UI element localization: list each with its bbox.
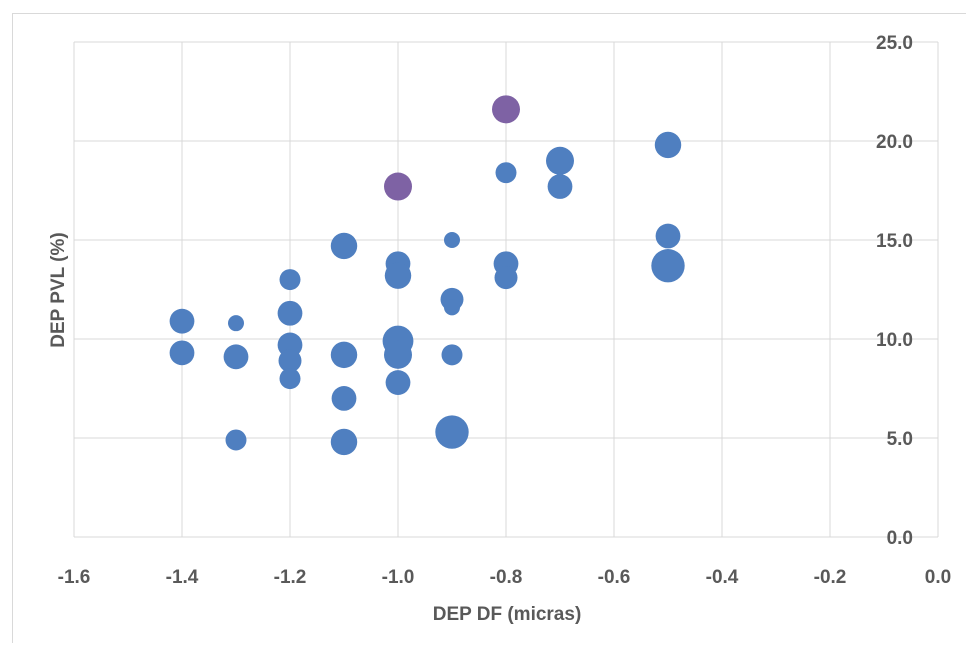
bubble [279, 269, 301, 291]
bubble [654, 131, 682, 159]
bubble [223, 344, 249, 370]
bubble [278, 349, 302, 373]
y-tick-label: 0.0 [887, 528, 913, 549]
y-tick-label: 15.0 [876, 231, 913, 252]
bubble-series [169, 95, 685, 456]
bubble [330, 232, 358, 260]
bubble [169, 340, 195, 366]
bubble [384, 340, 412, 369]
bubble [228, 315, 244, 332]
bubble [441, 344, 463, 366]
bubble [495, 162, 517, 184]
bubble [444, 232, 460, 248]
x-tick-label: -0.2 [814, 567, 847, 588]
x-tick-label: -1.4 [166, 567, 199, 588]
bubble [330, 428, 358, 456]
y-tick-label: 25.0 [876, 33, 913, 54]
x-tick-label: -1.6 [58, 567, 91, 588]
bubble [494, 266, 518, 290]
y-tick-labels: 0.0 5.0 10.0 15.0 20.0 25.0 [876, 33, 913, 549]
bubble [384, 262, 412, 289]
bubble [277, 300, 303, 326]
y-tick-label: 20.0 [876, 132, 913, 153]
chart-frame [12, 13, 966, 643]
bubble-highlight [384, 172, 412, 201]
x-tick-labels: -1.6 -1.4 -1.2 -1.0 -0.8 -0.6 -0.4 -0.2 0.0 [58, 567, 952, 588]
bubble [651, 249, 685, 283]
y-axis-title: DEP PVL (%) [48, 232, 69, 347]
bubble [655, 223, 681, 249]
y-tick-label: 5.0 [887, 429, 913, 450]
x-tick-label: -1.0 [382, 567, 415, 588]
bubble [225, 429, 247, 451]
bubble [444, 299, 460, 316]
bubble [547, 174, 573, 199]
bubble [169, 308, 195, 334]
bubble [385, 370, 411, 395]
bubble [279, 368, 301, 390]
gridlines [73, 41, 939, 538]
bubble [435, 415, 469, 449]
x-tick-label: -1.2 [274, 567, 307, 588]
x-axis-title: DEP DF (micras) [433, 604, 582, 625]
x-tick-label: -0.8 [490, 567, 523, 588]
x-tick-label: 0.0 [925, 567, 951, 588]
x-tick-label: -0.4 [706, 567, 739, 588]
bubble [331, 386, 357, 411]
y-tick-label: 10.0 [876, 330, 913, 351]
bubble-highlight [492, 95, 520, 124]
bubble [330, 341, 358, 369]
bubble [546, 146, 574, 175]
x-tick-label: -0.6 [598, 567, 631, 588]
